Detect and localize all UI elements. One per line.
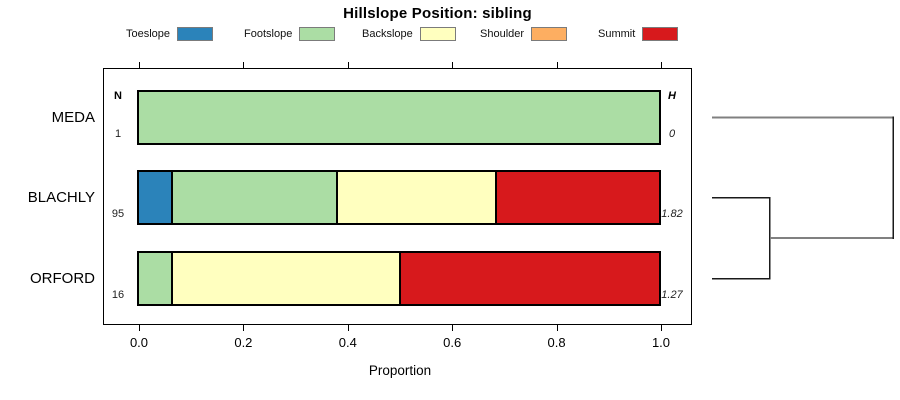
- h-value: 1.82: [661, 208, 683, 220]
- bar-segment-footslope: [139, 92, 659, 143]
- h-value: 1.27: [661, 289, 683, 301]
- legend-item-backslope: Backslope: [362, 26, 456, 42]
- legend-item-toeslope: Toeslope: [126, 26, 214, 42]
- bar-segment-toeslope: [139, 172, 172, 223]
- chart-title: Hillslope Position: sibling: [343, 5, 532, 22]
- bar-segment-summit: [399, 253, 659, 304]
- legend-swatch: [419, 27, 456, 41]
- legend-swatch: [299, 27, 336, 41]
- n-column-header: N: [114, 90, 122, 102]
- stacked-bar-orford: [137, 251, 661, 306]
- legend-label: Backslope: [362, 28, 413, 40]
- legend-swatch: [642, 27, 679, 41]
- axis-tick-top: [556, 62, 558, 68]
- axis-tick-top: [452, 62, 454, 68]
- bar-segment-summit: [494, 172, 660, 223]
- axis-tick-bottom: [452, 325, 454, 331]
- axis-tick-label: 0.0: [129, 335, 149, 350]
- bar-segment-backslope: [335, 172, 495, 223]
- h-column-header: H: [668, 90, 676, 102]
- legend-item-shoulder: Shoulder: [480, 26, 568, 42]
- axis-tick-label: 0.2: [234, 335, 253, 350]
- axis-tick-top: [139, 62, 140, 68]
- legend-label: Toeslope: [126, 28, 171, 40]
- bar-segment-backslope: [171, 253, 399, 304]
- row-label-meda: MEDA: [51, 108, 95, 126]
- legend-swatch: [177, 27, 214, 41]
- x-axis-title: Proportion: [368, 363, 432, 378]
- legend-item-footslope: Footslope: [244, 26, 336, 42]
- legend-label: Footslope: [244, 28, 293, 40]
- n-value: 16: [111, 289, 125, 301]
- axis-tick-label: 0.6: [443, 335, 462, 350]
- n-value: 95: [111, 208, 125, 220]
- bar-segment-footslope: [171, 172, 336, 223]
- row-label-orford: ORFORD: [30, 269, 95, 287]
- h-value: 0: [668, 128, 676, 140]
- axis-tick-bottom: [556, 325, 558, 331]
- legend-label: Summit: [598, 28, 636, 40]
- n-value: 1: [114, 128, 122, 140]
- row-label-blachly: BLACHLY: [27, 188, 95, 206]
- axis-tick-label: 0.8: [547, 335, 566, 350]
- legend-item-summit: Summit: [598, 26, 679, 42]
- stacked-bar-blachly: [137, 170, 661, 225]
- axis-tick-bottom: [139, 325, 140, 331]
- axis-tick-top: [347, 62, 349, 68]
- axis-tick-bottom: [243, 325, 245, 331]
- bar-segment-footslope: [139, 253, 172, 304]
- axis-tick-bottom: [347, 325, 349, 331]
- axis-tick-top: [243, 62, 245, 68]
- axis-tick-label: 0.4: [338, 335, 357, 350]
- legend-swatch: [531, 27, 568, 41]
- axis-tick-label: 1.0: [651, 335, 671, 350]
- axis-tick-bottom: [661, 325, 662, 331]
- axis-tick-top: [661, 62, 662, 68]
- stacked-bar-meda: [137, 90, 661, 145]
- legend-label: Shoulder: [480, 28, 525, 40]
